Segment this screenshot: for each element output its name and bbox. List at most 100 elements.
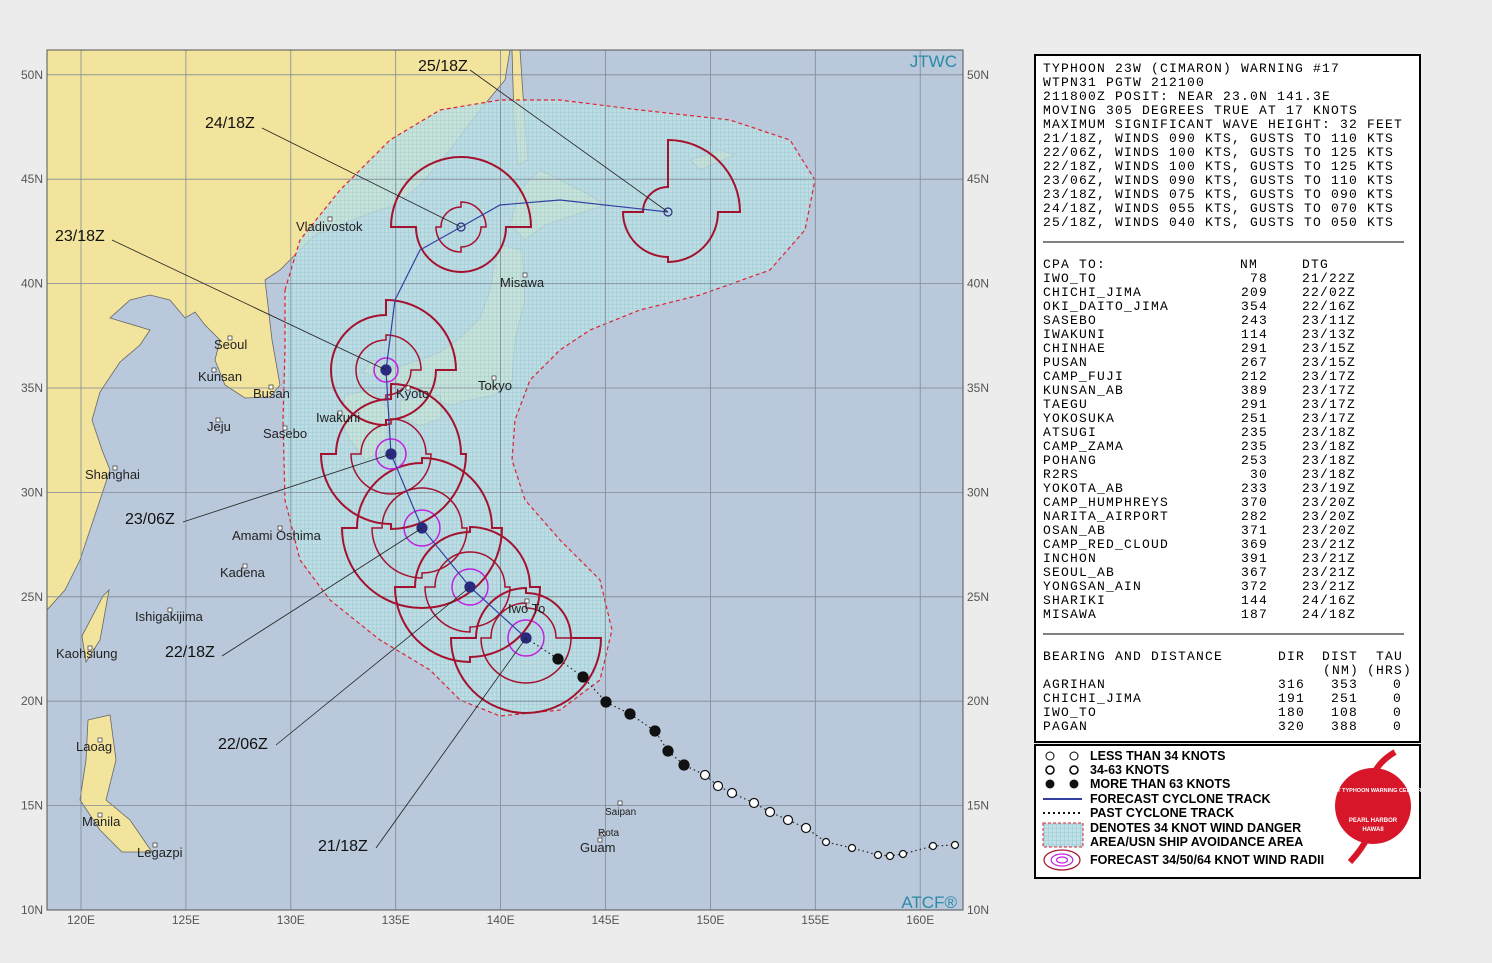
cpa-cell: CAMP_FUJI xyxy=(1043,369,1124,384)
legend-label: PAST CYCLONE TRACK xyxy=(1090,806,1234,820)
lat-label: 45N xyxy=(967,172,989,186)
cpa-cell: CHINHAE xyxy=(1043,341,1106,356)
cpa-cell: 23/18Z xyxy=(1302,439,1356,454)
bearing-cell: 316 xyxy=(1278,677,1305,692)
grid xyxy=(47,50,963,910)
cpa-cell: 21/22Z xyxy=(1302,271,1356,286)
cpa-cell: CAMP_RED_CLOUD xyxy=(1043,537,1169,552)
forecast-position xyxy=(456,222,466,232)
cpa-cell: 23/21Z xyxy=(1302,537,1356,552)
lat-label: 40N xyxy=(21,277,43,291)
place-dot xyxy=(97,812,103,818)
map-frame xyxy=(46,49,964,911)
lon-label: 160E xyxy=(906,913,934,927)
place-label: Jeju xyxy=(207,419,231,434)
time-label: 23/18Z xyxy=(55,228,105,245)
place-label: Seoul xyxy=(214,337,247,352)
time-label: 22/06Z xyxy=(218,736,268,753)
past-position xyxy=(800,822,812,834)
legend-symbol xyxy=(1042,822,1084,848)
cpa-cell: SHARIKI xyxy=(1043,593,1106,608)
lon-label: 140E xyxy=(487,913,515,927)
cpa-cell: POHANG xyxy=(1043,453,1097,468)
jtwc-label: JTWC xyxy=(910,52,957,71)
place-label: Kunsan xyxy=(198,369,242,384)
cpa-cell: 23/13Z xyxy=(1302,327,1356,342)
cpa-cell: 369 xyxy=(1241,537,1268,552)
cpa-cell: 371 xyxy=(1241,523,1268,538)
legend-symbol xyxy=(1069,751,1079,761)
past-position xyxy=(821,837,831,847)
warning-line: MOVING 305 DEGREES TRUE AT 17 KNOTS xyxy=(1043,103,1358,118)
place-label: Iwakuni xyxy=(316,410,360,425)
cpa-cell: 24/16Z xyxy=(1302,593,1356,608)
wind-radii xyxy=(621,138,742,264)
place-dot xyxy=(87,645,93,651)
place-label: Tokyo xyxy=(478,378,512,393)
place-label: Amami Oshima xyxy=(232,528,322,543)
past-position xyxy=(577,671,589,683)
logo-swirl xyxy=(1347,749,1397,865)
warning-panel xyxy=(1034,54,1421,743)
warning-line: 211800Z POSIT: NEAR 23.0N 141.3E xyxy=(1043,89,1331,104)
place-dot xyxy=(617,800,623,806)
wind-radii xyxy=(393,525,542,664)
bearing-cell: 0 xyxy=(1393,719,1402,734)
cpa-cell: 78 xyxy=(1250,271,1268,286)
time-label: 22/18Z xyxy=(165,644,215,661)
cpa-cell: 354 xyxy=(1241,299,1268,314)
cpa-cell: 23/20Z xyxy=(1302,495,1356,510)
bearing-cell: PAGAN xyxy=(1043,719,1088,734)
legend-label: AREA/USN SHIP AVOIDANCE AREA xyxy=(1090,835,1303,849)
legend-label: FORECAST 34/50/64 KNOT WIND RADII xyxy=(1090,853,1324,867)
place-dot xyxy=(211,367,217,373)
cpa-cell: 23/15Z xyxy=(1302,355,1356,370)
cpa-cell: TAEGU xyxy=(1043,397,1088,412)
warning-line: TYPHOON 23W (CIMARON) WARNING #17 xyxy=(1043,61,1340,76)
leader-line xyxy=(469,69,669,213)
cpa-cell: 389 xyxy=(1241,383,1268,398)
wind-radii xyxy=(449,586,603,715)
cpa-cell: CAMP_HUMPHREYS xyxy=(1043,495,1169,510)
place-dot xyxy=(600,831,606,837)
bearing-header: TAU xyxy=(1376,649,1403,664)
lon-label: 135E xyxy=(382,913,410,927)
cpa-cell: 209 xyxy=(1241,285,1268,300)
leader-line xyxy=(275,586,471,746)
cpa-cell: 23/18Z xyxy=(1302,425,1356,440)
past-position xyxy=(649,725,661,737)
cpa-cell: 367 xyxy=(1241,565,1268,580)
lat-label: 35N xyxy=(967,381,989,395)
track xyxy=(319,138,960,861)
cpa-cell: 23/17Z xyxy=(1302,411,1356,426)
cpa-cell: INCHON xyxy=(1043,551,1097,566)
cpa-cell: 23/17Z xyxy=(1302,397,1356,412)
bearing-cell: 353 xyxy=(1331,677,1358,692)
lat-label: 35N xyxy=(21,381,43,395)
cpa-cell: SEOUL_AB xyxy=(1043,565,1115,580)
past-position xyxy=(928,841,938,851)
cpa-cell: 370 xyxy=(1241,495,1268,510)
lon-label: 120E xyxy=(67,913,95,927)
lat-label: 45N xyxy=(21,172,43,186)
wind-radii xyxy=(340,456,504,610)
bearing-cell: 180 xyxy=(1278,705,1305,720)
place-label: Sasebo xyxy=(263,426,307,441)
wind-64kt xyxy=(451,568,489,606)
place-label: Misawa xyxy=(500,275,545,290)
cpa-cell: 243 xyxy=(1241,313,1268,328)
bearing-unit: (HRS) xyxy=(1367,663,1412,678)
place-label: Rota xyxy=(598,828,620,839)
leader-line xyxy=(375,637,527,849)
cpa-header: DTG xyxy=(1302,257,1329,272)
warning-line: 22/18Z, WINDS 100 KTS, GUSTS TO 125 KTS xyxy=(1043,159,1394,174)
bearing-cell: 108 xyxy=(1331,705,1358,720)
map xyxy=(47,50,963,910)
lat-label: 30N xyxy=(967,485,989,499)
lon-label: 155E xyxy=(801,913,829,927)
lon-label: 125E xyxy=(172,913,200,927)
place-label: Busan xyxy=(253,386,290,401)
legend-symbol xyxy=(1069,779,1079,789)
time-label: 25/18Z xyxy=(418,58,468,75)
place-dot xyxy=(167,607,173,613)
